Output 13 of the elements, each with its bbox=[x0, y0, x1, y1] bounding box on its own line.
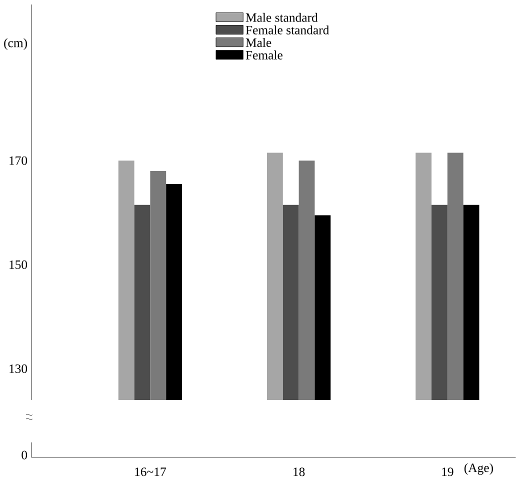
x-tick-label: 18 bbox=[294, 468, 305, 476]
legend-label: Female bbox=[246, 50, 282, 60]
y-tick-label: 170 bbox=[10, 156, 28, 166]
legend-label: Male bbox=[246, 38, 272, 48]
x-tick-label: 19 bbox=[442, 468, 454, 476]
legend-label: Male standard bbox=[246, 13, 318, 22]
legend-label: Female standard bbox=[246, 26, 330, 35]
text: 0 bbox=[22, 450, 28, 460]
x-axis-title: (Age) bbox=[464, 463, 493, 475]
y-axis-title: (cm) bbox=[4, 38, 27, 50]
x-tick-label: 16~17 bbox=[135, 468, 166, 476]
y-tick-label: 150 bbox=[10, 260, 28, 270]
y-tick-label: 130 bbox=[10, 364, 28, 374]
